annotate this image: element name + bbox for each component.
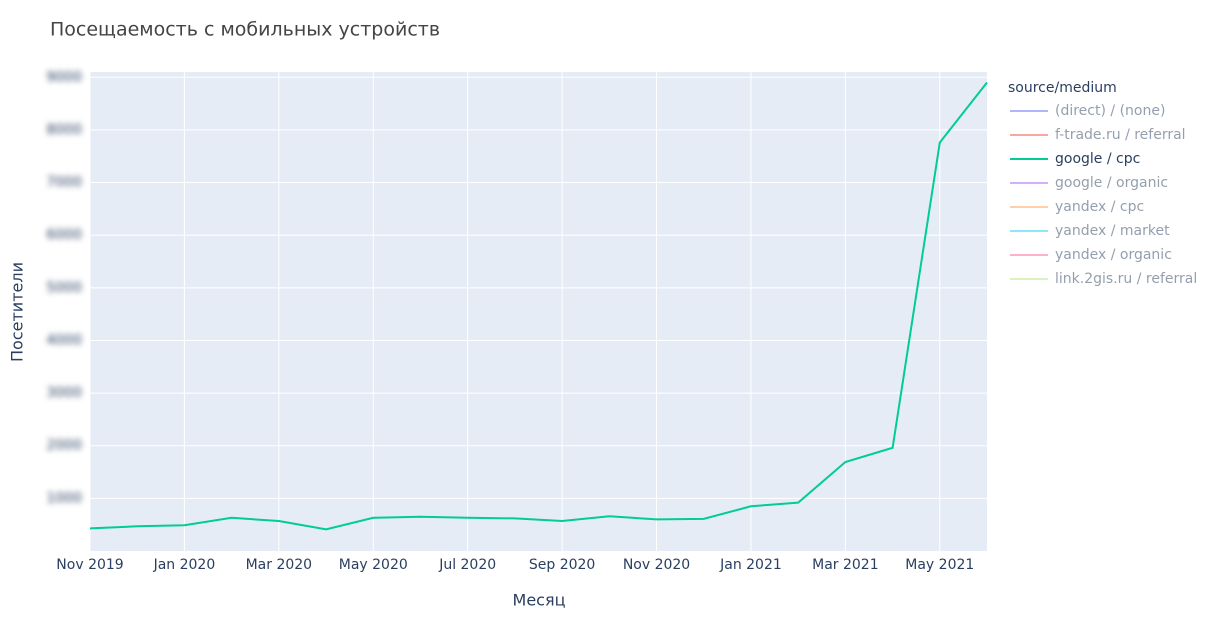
- x-tick-label: Nov 2019: [56, 557, 123, 573]
- x-tick-label: Mar 2021: [812, 557, 879, 573]
- y-tick-label: 2000: [46, 438, 82, 454]
- y-tick-label: 9000: [46, 69, 82, 85]
- x-tick-label: Nov 2020: [623, 557, 690, 573]
- legend-title: source/medium: [1008, 80, 1117, 96]
- legend-label[interactable]: (direct) / (none): [1055, 103, 1165, 119]
- chart-title: Посещаемость с мобильных устройств: [50, 19, 440, 41]
- x-axis-title: Месяц: [513, 591, 566, 610]
- series-line: [89, 81, 988, 531]
- legend-label[interactable]: link.2gis.ru / referral: [1055, 271, 1197, 287]
- legend-label[interactable]: yandex / organic: [1055, 247, 1172, 263]
- x-tick-label: Jan 2021: [719, 557, 782, 573]
- y-tick-label: 3000: [46, 385, 82, 401]
- y-tick-label: 6000: [46, 227, 82, 243]
- legend-label[interactable]: google / organic: [1055, 175, 1168, 191]
- legend-label[interactable]: yandex / cpc: [1055, 199, 1144, 215]
- y-tick-label: 5000: [46, 280, 82, 296]
- y-axis-title: Посетители: [8, 262, 27, 362]
- y-tick-label: 7000: [46, 175, 82, 191]
- y-tick-label: 1000: [46, 490, 82, 506]
- y-tick-label: 4000: [46, 332, 82, 348]
- y-tick-label: 8000: [46, 122, 82, 138]
- x-tick-label: Jan 2020: [153, 557, 216, 573]
- plot-area: [90, 72, 987, 551]
- legend-label[interactable]: google / cpc: [1055, 151, 1140, 167]
- x-tick-label: Mar 2020: [246, 557, 313, 573]
- x-tick-label: Sep 2020: [529, 557, 595, 573]
- x-tick-label: May 2021: [905, 557, 974, 573]
- x-tick-label: Jul 2020: [438, 557, 496, 573]
- x-tick-label: May 2020: [339, 557, 408, 573]
- legend-label[interactable]: f-trade.ru / referral: [1055, 127, 1186, 143]
- legend-label[interactable]: yandex / market: [1055, 223, 1170, 239]
